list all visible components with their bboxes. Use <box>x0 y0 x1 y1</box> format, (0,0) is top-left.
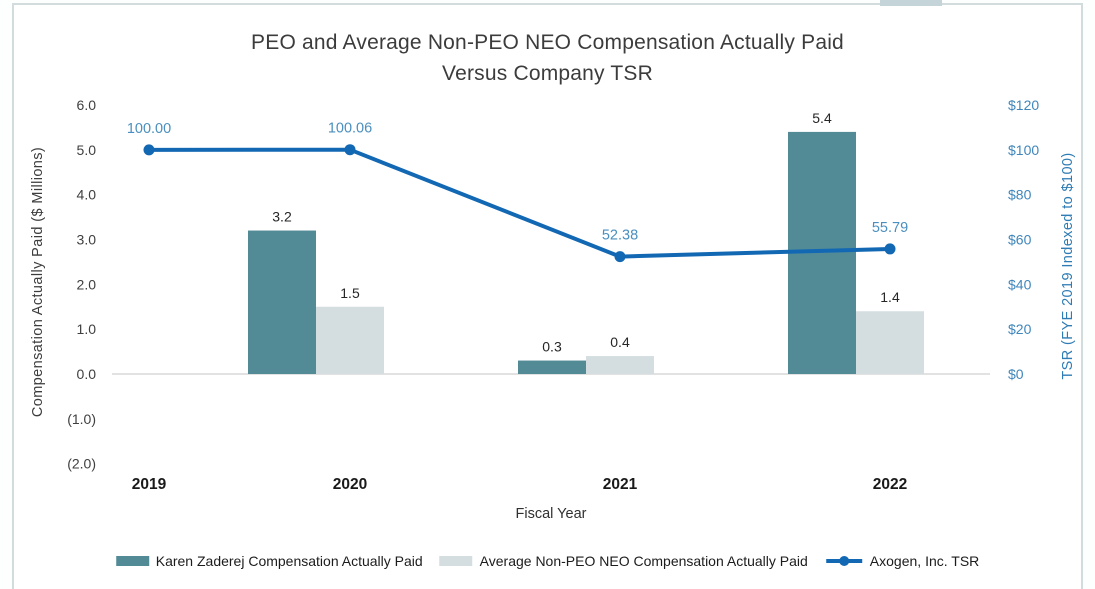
bar-series1-2020 <box>316 306 384 374</box>
bar-value-label: 5.4 <box>812 110 832 126</box>
bar-series0-2021 <box>518 360 586 374</box>
x-axis-category-label: 2020 <box>333 476 367 493</box>
x-axis-category-label: 2019 <box>132 476 167 493</box>
chart-card-border <box>12 3 1083 589</box>
x-axis-category-label: 2022 <box>873 476 907 493</box>
legend-item-neo: Average Non-PEO NEO Compensation Actuall… <box>439 553 808 569</box>
right-axis-tick: $80 <box>1008 187 1032 203</box>
x-axis-category-label: 2021 <box>603 476 638 493</box>
left-axis-tick: 0.0 <box>77 366 97 382</box>
chart-title-line-1: PEO and Average Non-PEO NEO Compensation… <box>251 31 844 54</box>
right-axis-tick: $0 <box>1008 366 1024 382</box>
right-axis-tick: $120 <box>1008 97 1039 113</box>
bar-value-label: 1.4 <box>880 289 900 305</box>
left-axis-tick: 4.0 <box>77 187 97 203</box>
legend-label-peo: Karen Zaderej Compensation Actually Paid <box>155 553 423 569</box>
tsr-line-swatch-icon <box>825 556 862 566</box>
left-axis-tick: 3.0 <box>77 232 97 248</box>
bar-value-label: 3.2 <box>272 209 292 225</box>
legend: Karen Zaderej Compensation Actually Paid… <box>115 553 979 569</box>
right-axis-tick: $40 <box>1008 276 1032 292</box>
tsr-value-label: 100.00 <box>127 121 171 137</box>
tsr-line <box>147 147 892 259</box>
tsr-marker-2021 <box>614 251 626 263</box>
bar-series1-2022 <box>856 311 924 374</box>
left-axis-tick: 5.0 <box>77 142 97 158</box>
scan-artifact <box>880 0 942 6</box>
right-axis-tick: $100 <box>1008 142 1039 158</box>
left-axis-tick: (1.0) <box>67 411 96 427</box>
x-axis-title: Fiscal Year <box>515 506 587 522</box>
peo-bar-swatch-icon <box>115 556 149 566</box>
legend-label-neo: Average Non-PEO NEO Compensation Actuall… <box>479 553 808 569</box>
tsr-value-label: 55.79 <box>872 220 908 236</box>
bar-value-label: 0.4 <box>610 334 630 350</box>
legend-item-peo: Karen Zaderej Compensation Actually Paid <box>115 553 423 569</box>
tsr-marker-2019 <box>143 144 155 156</box>
left-axis-tick: 2.0 <box>77 276 97 292</box>
bar-value-label: 1.5 <box>340 285 360 301</box>
legend-item-tsr: Axogen, Inc. TSR <box>825 553 979 569</box>
left-axis-tick: (2.0) <box>67 456 96 472</box>
right-axis-tick: $60 <box>1008 232 1032 248</box>
bar-series1-2021 <box>586 356 654 374</box>
right-axis-tick: $20 <box>1008 321 1032 337</box>
tsr-value-label: 52.38 <box>602 228 638 244</box>
tsr-value-label: 100.06 <box>328 121 372 137</box>
chart-title-line-2: Versus Company TSR <box>442 62 653 85</box>
neo-bar-swatch-icon <box>439 556 473 566</box>
bar-series0-2020 <box>248 230 316 374</box>
tsr-marker-2022 <box>884 243 896 255</box>
left-axis-tick: 6.0 <box>77 97 97 113</box>
tsr-marker-2020 <box>344 144 356 156</box>
left-axis-tick: 1.0 <box>77 321 97 337</box>
legend-label-tsr: Axogen, Inc. TSR <box>869 553 980 569</box>
chart-title: PEO and Average Non-PEO NEO Compensation… <box>60 27 1035 89</box>
bar-value-label: 0.3 <box>542 339 562 355</box>
